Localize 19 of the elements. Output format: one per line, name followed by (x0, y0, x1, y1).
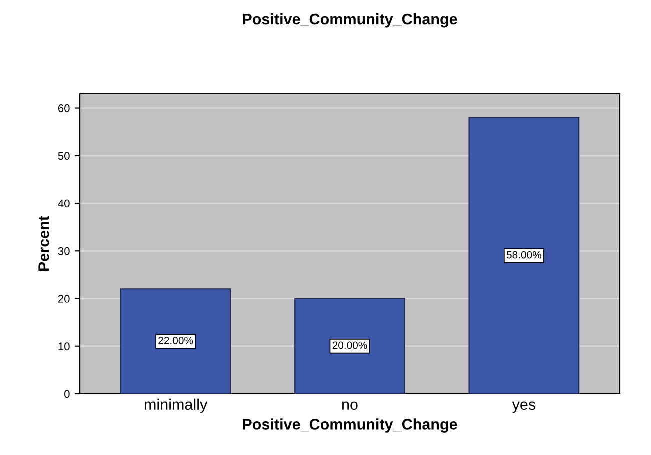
y-tick-label: 30 (58, 247, 70, 256)
bar (294, 298, 406, 394)
data-label: 22.00% (158, 337, 194, 344)
x-tick-label: minimally (144, 398, 208, 414)
y-tick-label: 50 (58, 152, 70, 160)
y-tick-label: 20 (58, 295, 70, 303)
data-label: 20.00% (332, 342, 368, 350)
x-tick-label: no (342, 402, 358, 410)
data-label: 58.00% (506, 251, 542, 259)
x-axis-title: Positive_Community_Change (243, 418, 458, 433)
bar (468, 117, 580, 394)
y-tick-label: 40 (58, 200, 70, 208)
chart-title: Positive_Community_Change (243, 13, 458, 28)
x-tick-label: yes (512, 402, 536, 414)
bar (120, 288, 232, 394)
y-tick-label: 10 (58, 342, 70, 351)
y-tick-label: 0 (64, 390, 70, 398)
y-axis-title: Percent (38, 216, 50, 271)
y-tick-label: 60 (58, 104, 70, 112)
